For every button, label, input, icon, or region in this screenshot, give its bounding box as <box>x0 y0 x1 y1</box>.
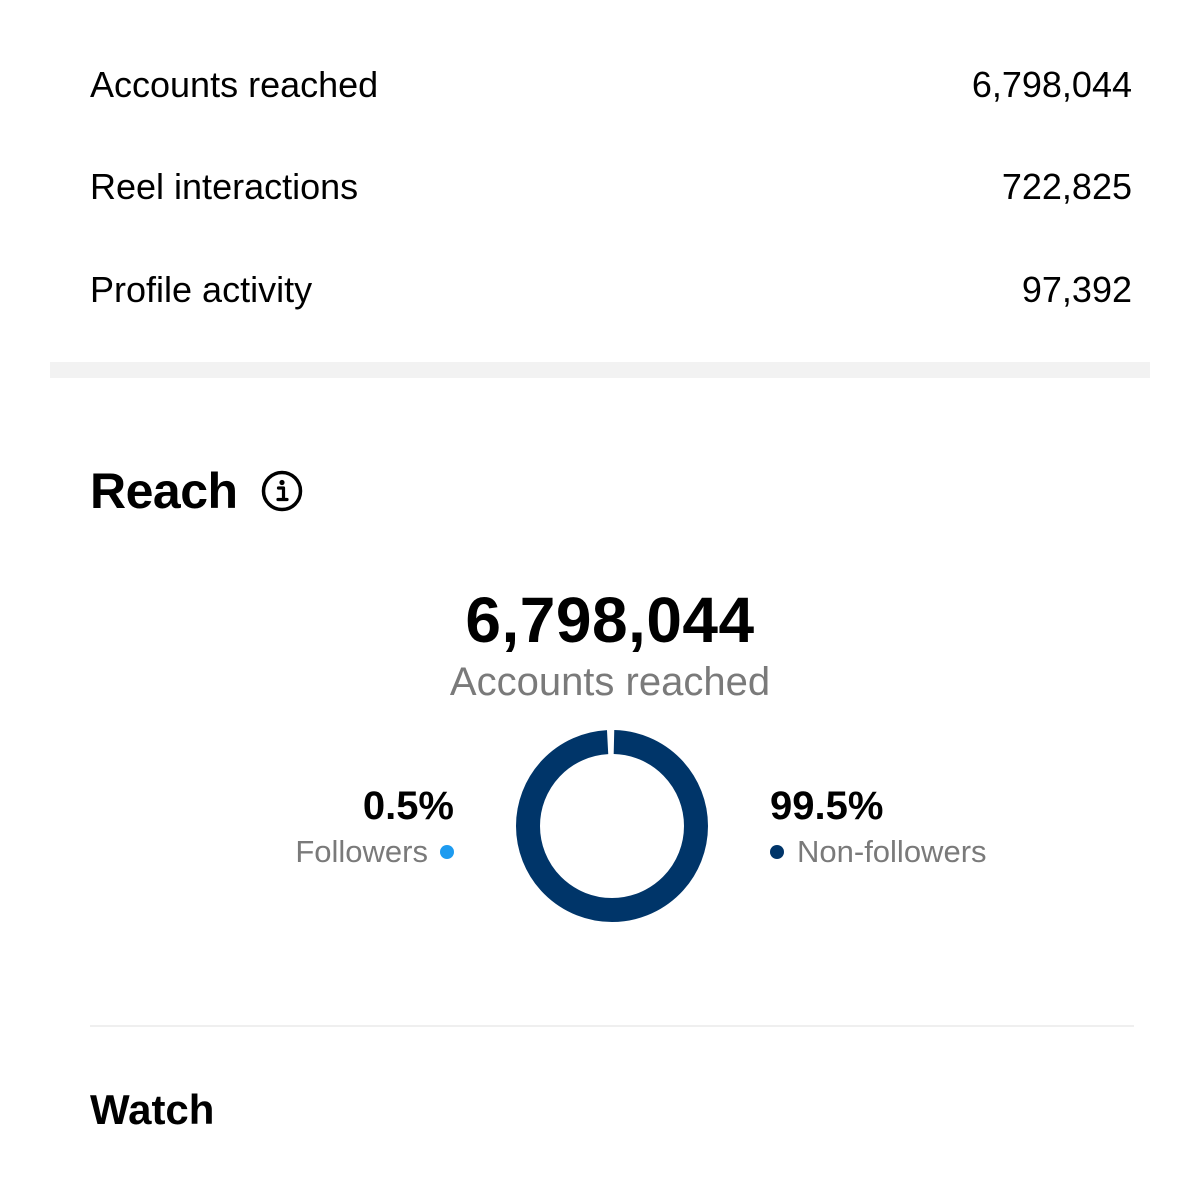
donut-segment-non-followers <box>516 730 708 922</box>
reach-total-value: 6,798,044 <box>465 584 755 656</box>
followers-stat: 0.5% Followers <box>295 782 454 874</box>
metric-label: Reel interactions <box>90 166 359 207</box>
followers-dot <box>440 845 454 859</box>
non-followers-label: Non-followers <box>797 834 987 869</box>
metric-row-profile-activity[interactable]: Profile activity 97,392 <box>90 260 1132 320</box>
non-followers-percent: 99.5% <box>770 784 884 828</box>
non-followers-stat: 99.5% Non-followers <box>770 782 987 874</box>
non-followers-legend: Non-followers <box>770 830 987 874</box>
watch-title: Watch <box>90 1086 215 1133</box>
metric-row-reel-interactions[interactable]: Reel interactions 722,825 <box>90 157 1132 217</box>
non-followers-dot <box>770 845 784 859</box>
reach-total-label: Accounts reached <box>449 660 771 704</box>
info-icon[interactable] <box>260 469 304 513</box>
metric-label: Profile activity <box>90 269 313 310</box>
metric-label: Accounts reached <box>90 64 379 105</box>
followers-label: Followers <box>295 834 428 869</box>
reach-title: Reach <box>90 463 238 519</box>
followers-legend: Followers <box>295 830 454 874</box>
section-separator <box>50 362 1150 378</box>
metric-value: 97,392 <box>1021 269 1132 310</box>
reach-donut-chart <box>516 730 708 922</box>
metric-row-accounts-reached[interactable]: Accounts reached 6,798,044 <box>90 55 1132 115</box>
reach-header: Reach <box>90 456 304 526</box>
metric-value: 6,798,044 <box>971 64 1132 105</box>
metric-value: 722,825 <box>1001 166 1132 207</box>
followers-percent: 0.5% <box>362 784 454 828</box>
section-divider <box>90 1025 1134 1027</box>
